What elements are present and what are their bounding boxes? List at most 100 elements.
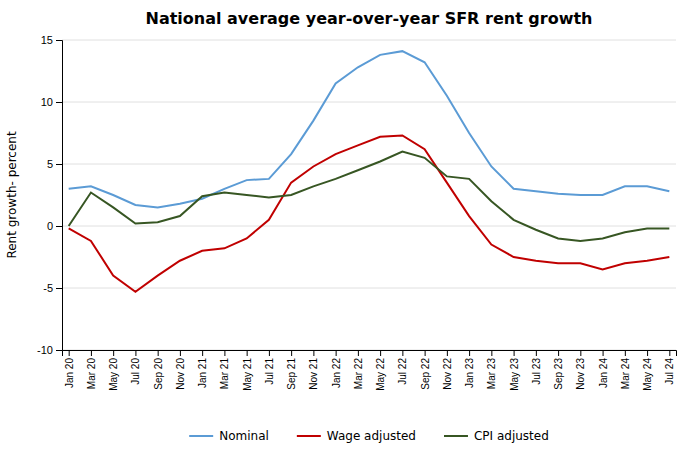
- grid: [62, 40, 676, 350]
- x-tick-mark: [469, 350, 470, 356]
- x-tick-label: Jul 20: [130, 358, 141, 385]
- y-tick: 0: [47, 220, 62, 232]
- x-tick-mark: [625, 350, 626, 356]
- x-tick-mark: [91, 350, 92, 356]
- x-tick: Jan 24: [598, 350, 609, 388]
- y-tick-label: 10: [41, 96, 53, 108]
- y-tick-mark: [56, 102, 62, 103]
- x-tick: Jan 21: [197, 350, 208, 388]
- x-tick-mark: [558, 350, 559, 356]
- x-axis: Jan 20 Mar 20 May 20 Jul 20 Sep 20 Nov 20 Jan …: [63, 350, 677, 391]
- x-tick-mark: [536, 350, 537, 356]
- x-tick: Nov 23: [575, 350, 586, 390]
- x-tick-mark: [135, 350, 136, 356]
- y-axis-line: [56, 41, 63, 351]
- x-tick-mark: [69, 350, 70, 356]
- x-tick: Mar 22: [353, 350, 364, 389]
- x-tick: Nov 20: [175, 350, 186, 390]
- x-tick-mark: [491, 350, 492, 356]
- title: National average year-over-year SFR rent…: [146, 9, 593, 28]
- chart: -10 -5 0 5 10 15 Jan 20 Mar 20 May 20 Jul 20 Sep 2…: [0, 0, 696, 450]
- x-tick: Jul 24: [664, 350, 675, 385]
- x-tick: Jan 22: [331, 350, 342, 388]
- x-tick-label: Mar 24: [620, 358, 631, 390]
- grid-line: [62, 40, 676, 41]
- x-tick-mark: [425, 350, 426, 356]
- x-tick-label: Mar 23: [486, 358, 497, 390]
- x-tick-mark: [313, 350, 314, 356]
- y-tick-mark: [56, 350, 62, 351]
- legend-swatch: [189, 435, 213, 437]
- x-tick: Mar 23: [486, 350, 497, 389]
- x-tick-label: Jan 22: [331, 358, 342, 388]
- x-tick-label: Sep 21: [286, 358, 297, 390]
- x-tick-mark: [447, 350, 448, 356]
- y-tick-mark: [56, 226, 62, 227]
- y-tick: -10: [37, 344, 62, 356]
- x-tick-label: May 20: [108, 358, 119, 391]
- x-tick-mark: [514, 350, 515, 356]
- x-tick: Sep 22: [420, 350, 431, 390]
- legend-label: CPI adjusted: [474, 429, 549, 443]
- y-tick-mark: [56, 164, 62, 165]
- x-tick-mark: [158, 350, 159, 356]
- x-tick-label: Jul 23: [531, 358, 542, 385]
- x-tick-mark: [202, 350, 203, 356]
- grid-line: [62, 164, 676, 165]
- x-tick-mark: [358, 350, 359, 356]
- x-tick: Jan 20: [64, 350, 75, 388]
- series-line: [69, 51, 670, 207]
- x-tick: Jul 21: [264, 350, 275, 385]
- plot: -10 -5 0 5 10 15 Jan 20 Mar 20 May 20 Jul 20 Sep 2…: [37, 34, 676, 391]
- x-tick-label: Jul 22: [397, 358, 408, 385]
- x-tick: Sep 21: [286, 350, 297, 390]
- x-tick-label: Mar 21: [219, 358, 230, 390]
- x-tick: May 24: [642, 350, 653, 391]
- x-tick: Nov 21: [308, 350, 319, 390]
- x-tick-mark: [180, 350, 181, 356]
- grid-line: [62, 226, 676, 227]
- x-axis-line: [63, 351, 677, 357]
- x-tick: Jul 22: [397, 350, 408, 385]
- x-tick-label: May 23: [509, 358, 520, 391]
- x-tick-label: Nov 22: [442, 358, 453, 390]
- lines: [69, 51, 670, 292]
- y-axis: -10 -5 0 5 10 15: [37, 34, 62, 356]
- x-tick-label: Jul 21: [264, 358, 275, 385]
- y-axis-title: Rent growth- percent: [5, 131, 19, 258]
- y-tick-label: 5: [47, 158, 53, 170]
- x-tick-mark: [247, 350, 248, 356]
- x-tick-label: Sep 23: [553, 358, 564, 390]
- legend: NominalWage adjustedCPI adjusted: [189, 429, 549, 443]
- x-tick: Sep 20: [153, 350, 164, 390]
- legend-label: Wage adjusted: [327, 429, 416, 443]
- x-tick-mark: [580, 350, 581, 356]
- y-tick: 5: [47, 158, 62, 170]
- y-tick-label: -10: [37, 344, 53, 356]
- legend-item: CPI adjusted: [444, 429, 549, 443]
- x-tick: Mar 24: [620, 350, 631, 389]
- grid-line: [62, 288, 676, 289]
- x-tick: May 22: [375, 350, 386, 391]
- x-tick-label: Mar 20: [86, 358, 97, 390]
- x-tick: May 21: [242, 350, 253, 391]
- y-tick-mark: [56, 40, 62, 41]
- x-tick-mark: [336, 350, 337, 356]
- x-tick: May 20: [108, 350, 119, 391]
- x-tick-mark: [603, 350, 604, 356]
- x-tick-mark: [113, 350, 114, 356]
- x-tick: Mar 21: [219, 350, 230, 389]
- x-tick-mark: [291, 350, 292, 356]
- x-tick: Jul 23: [531, 350, 542, 385]
- series-line: [69, 135, 670, 291]
- x-tick-label: Jan 21: [197, 358, 208, 388]
- y-tick-label: 0: [47, 220, 53, 232]
- y-tick: 10: [41, 96, 62, 108]
- y-tick-mark: [56, 288, 62, 289]
- x-tick: Jul 20: [130, 350, 141, 385]
- y-tick-label: -5: [43, 282, 53, 294]
- y-tick-label: 15: [41, 34, 53, 46]
- legend-swatch: [297, 435, 321, 437]
- x-tick-mark: [669, 350, 670, 356]
- x-tick: Jan 23: [464, 350, 475, 388]
